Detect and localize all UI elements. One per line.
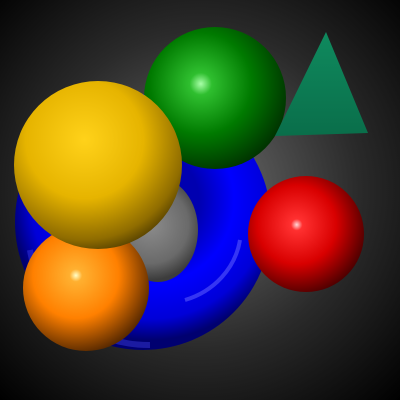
yellow-sphere [14, 81, 182, 249]
green-sphere [144, 27, 286, 169]
green-triangle [275, 32, 368, 136]
red-sphere [248, 176, 364, 292]
orange-sphere [23, 225, 149, 351]
